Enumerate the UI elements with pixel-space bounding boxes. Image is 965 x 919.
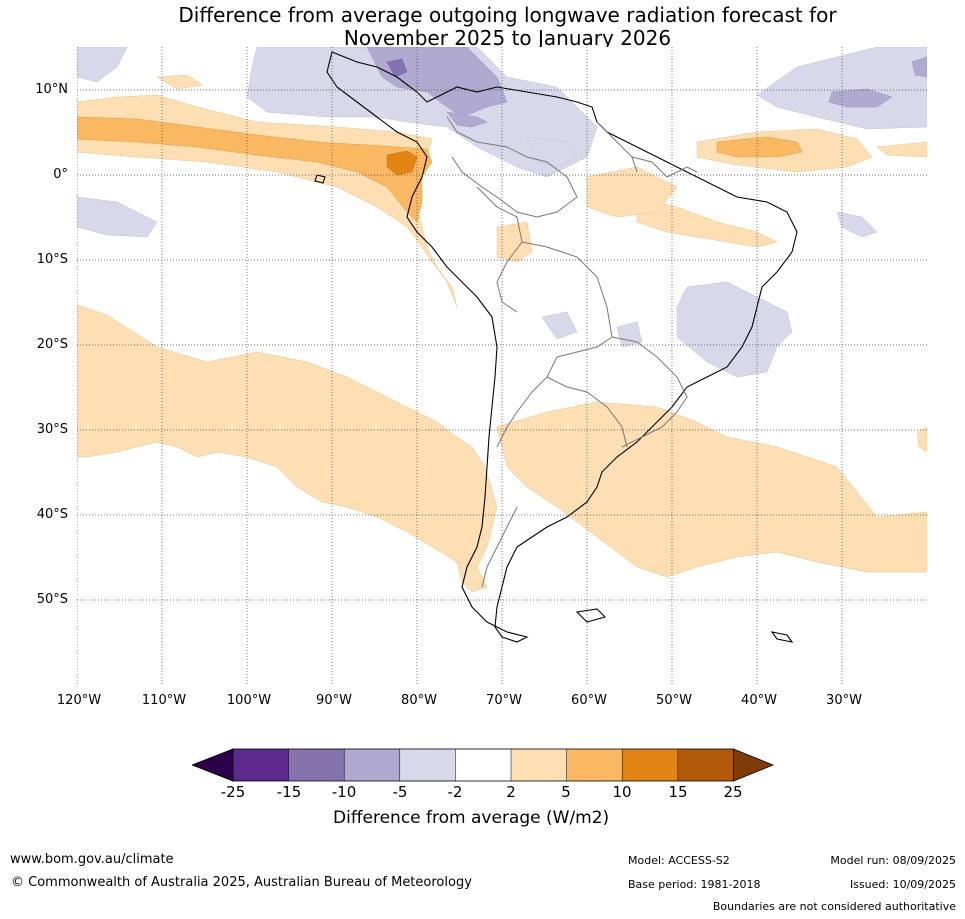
colorbar-tick-10: 10 [612, 783, 632, 801]
lon-label-90w: 90°W [316, 693, 352, 708]
map-title: Difference from average outgoing longwav… [0, 4, 965, 50]
colorbar-tick-5: 5 [561, 783, 571, 801]
colorbar-tick-neg15: -15 [276, 783, 302, 801]
colorbar-tick-neg5: -5 [392, 783, 408, 801]
colorbar-swatch-4 [399, 749, 456, 781]
map-panel [77, 47, 927, 685]
graticule [77, 47, 927, 685]
colorbar-arrow-low [192, 748, 234, 782]
footer-issued: Issued: 10/09/2025 [849, 878, 956, 891]
colorbar-tick-25: 25 [723, 783, 743, 801]
footer-model: Model: ACCESS-S2 [628, 854, 730, 867]
colorbar-tick-neg2: -2 [447, 783, 463, 801]
footer-copyright: © Commonwealth of Australia 2025, Austra… [11, 875, 472, 890]
colorbar-swatch-2 [288, 749, 345, 781]
lon-label-60w: 60°W [571, 693, 607, 708]
colorbar-swatch-6 [511, 749, 567, 781]
lon-label-70w: 70°W [486, 693, 522, 708]
lat-label-10s: 10°S [36, 252, 68, 267]
footer-base-period: Base period: 1981-2018 [628, 878, 761, 891]
colorbar-swatch-9 [677, 749, 734, 781]
lat-label-0: 0° [53, 167, 68, 182]
colorbar-swatch-1 [233, 749, 289, 781]
footer-url: www.bom.gov.au/climate [10, 852, 174, 867]
title-line-1: Difference from average outgoing longwav… [178, 3, 837, 27]
colorbar-tick-neg25: -25 [220, 783, 246, 801]
lat-label-40s: 40°S [36, 507, 68, 522]
colorbar-arrow-high [733, 748, 774, 782]
lat-label-10n: 10°N [35, 82, 68, 97]
lon-label-30w: 30°W [826, 693, 862, 708]
colorbar-swatch-7 [566, 749, 623, 781]
footer-model-run: Model run: 08/09/2025 [830, 854, 956, 867]
lon-label-40w: 40°W [741, 693, 777, 708]
footer-disclaimer: Boundaries are not considered authoritat… [712, 900, 956, 913]
positive-anomaly-dark [386, 150, 418, 176]
lat-label-20s: 20°S [36, 337, 68, 352]
colorbar-tick-neg10: -10 [331, 783, 357, 801]
title-line-2: November 2025 to January 2026 [343, 26, 672, 50]
lon-label-50w: 50°W [656, 693, 692, 708]
lon-label-100w: 100°W [226, 693, 272, 708]
colorbar-swatch-5 [455, 749, 511, 781]
lon-label-120w: 120°W [56, 693, 102, 708]
lat-label-50s: 50°S [36, 592, 68, 607]
positive-anomaly-medium [77, 116, 803, 223]
coastline [314, 51, 798, 643]
colorbar-tick-2: 2 [506, 783, 516, 801]
anomaly-map [77, 47, 927, 685]
colorbar-swatch-3 [344, 749, 400, 781]
colorbar-swatch-8 [622, 749, 678, 781]
country-borders [446, 116, 698, 588]
colorbar [192, 748, 774, 782]
negative-anomaly-light [77, 47, 927, 378]
negative-anomaly-dark [386, 58, 408, 78]
lon-label-80w: 80°W [401, 693, 437, 708]
lat-label-30s: 30°S [36, 422, 68, 437]
lon-label-110w: 110°W [141, 693, 187, 708]
colorbar-label: Difference from average (W/m2) [333, 808, 610, 828]
colorbar-tick-15: 15 [668, 783, 688, 801]
